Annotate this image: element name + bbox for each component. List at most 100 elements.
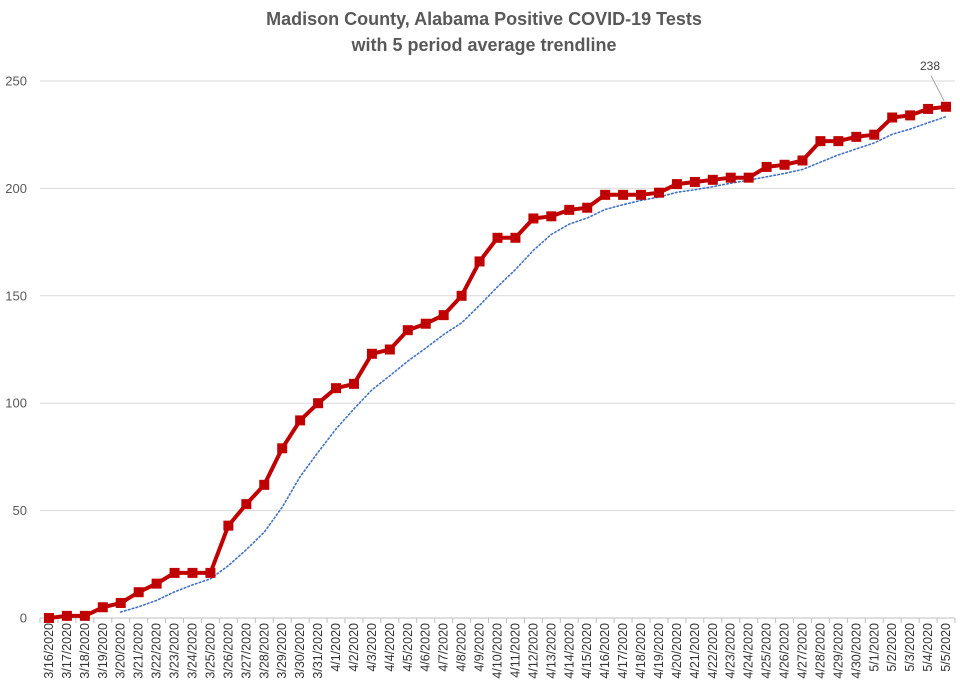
data-point-marker bbox=[97, 602, 108, 613]
data-point-marker bbox=[636, 189, 647, 200]
data-point-marker bbox=[797, 155, 808, 166]
data-point-marker bbox=[133, 587, 144, 598]
x-tick-label: 4/3/2020 bbox=[365, 623, 379, 672]
x-tick-label: 4/5/2020 bbox=[401, 623, 415, 672]
x-tick-label: 3/29/2020 bbox=[275, 623, 289, 679]
data-point-marker bbox=[923, 103, 934, 114]
x-tick-label: 3/20/2020 bbox=[114, 623, 128, 679]
x-tick-label: 4/4/2020 bbox=[383, 623, 397, 672]
x-tick-label: 4/22/2020 bbox=[706, 623, 720, 679]
data-point-marker bbox=[205, 567, 216, 578]
y-tick-label: 250 bbox=[5, 74, 27, 89]
data-point-marker bbox=[815, 136, 826, 147]
x-tick-label: 5/4/2020 bbox=[921, 623, 935, 672]
x-tick-label: 4/24/2020 bbox=[742, 623, 756, 679]
data-point-marker bbox=[546, 211, 557, 222]
x-tick-label: 4/16/2020 bbox=[598, 623, 612, 679]
x-tick-label: 4/23/2020 bbox=[724, 623, 738, 679]
data-point-marker bbox=[510, 232, 521, 243]
y-tick-label: 50 bbox=[13, 503, 27, 518]
data-point-marker bbox=[833, 136, 844, 147]
x-tick-label: 3/18/2020 bbox=[78, 623, 92, 679]
data-point-marker bbox=[241, 499, 252, 510]
x-tick-label: 4/8/2020 bbox=[455, 623, 469, 672]
x-tick-label: 4/1/2020 bbox=[329, 623, 343, 672]
x-tick-label: 3/24/2020 bbox=[186, 623, 200, 679]
y-tick-label: 100 bbox=[5, 396, 27, 411]
x-tick-label: 4/25/2020 bbox=[760, 623, 774, 679]
data-point-marker bbox=[384, 344, 395, 355]
trendline-layer bbox=[119, 115, 947, 613]
x-tick-label: 3/23/2020 bbox=[168, 623, 182, 679]
x-tick-label: 4/12/2020 bbox=[526, 623, 540, 679]
x-tick-label: 4/20/2020 bbox=[670, 623, 684, 679]
data-point-marker bbox=[43, 613, 54, 623]
x-tick-label: 4/14/2020 bbox=[562, 623, 576, 679]
data-point-marker bbox=[564, 204, 575, 215]
data-point-marker bbox=[600, 189, 611, 200]
data-point-marker bbox=[618, 189, 629, 200]
chart-title-line-1: Madison County, Alabama Positive COVID-1… bbox=[266, 9, 702, 29]
x-tick-label: 3/17/2020 bbox=[60, 623, 74, 679]
annotation-layer: 238 bbox=[920, 59, 945, 102]
data-point-marker bbox=[887, 112, 898, 123]
data-point-marker bbox=[366, 348, 377, 359]
x-tick-label: 4/29/2020 bbox=[831, 623, 845, 679]
data-point-marker bbox=[689, 176, 700, 187]
x-tick-label: 4/30/2020 bbox=[849, 623, 863, 679]
data-point-marker bbox=[671, 179, 682, 190]
chart-title-line-2: with 5 period average trendline bbox=[350, 35, 616, 55]
x-tick-label: 4/21/2020 bbox=[688, 623, 702, 679]
x-tick-label: 4/7/2020 bbox=[437, 623, 451, 672]
x-tick-label: 4/26/2020 bbox=[778, 623, 792, 679]
x-tick-label: 3/28/2020 bbox=[257, 623, 271, 679]
data-point-marker bbox=[223, 520, 234, 531]
trendline-5-period-average bbox=[119, 115, 947, 613]
data-point-marker bbox=[761, 161, 772, 172]
x-tick-label: 4/11/2020 bbox=[508, 623, 522, 678]
data-point-marker bbox=[79, 610, 90, 621]
data-point-marker bbox=[492, 232, 503, 243]
data-point-marker bbox=[348, 378, 359, 389]
data-point-marker bbox=[707, 174, 718, 185]
data-point-marker bbox=[474, 256, 485, 267]
data-point-marker bbox=[653, 187, 664, 198]
x-tick-label: 5/1/2020 bbox=[867, 623, 881, 672]
x-tick-label: 4/10/2020 bbox=[491, 623, 505, 679]
x-tick-label: 4/28/2020 bbox=[813, 623, 827, 679]
data-point-marker bbox=[259, 479, 270, 490]
x-tick-label: 4/17/2020 bbox=[616, 623, 630, 679]
x-tick-label: 4/13/2020 bbox=[544, 623, 558, 679]
series-line bbox=[48, 104, 947, 620]
data-point-marker bbox=[456, 290, 467, 301]
y-tick-label: 150 bbox=[5, 288, 27, 303]
data-point-marker bbox=[151, 578, 162, 589]
data-point-marker bbox=[725, 172, 736, 183]
data-point-marker bbox=[779, 159, 790, 170]
x-tick-label: 3/30/2020 bbox=[293, 623, 307, 679]
data-label: 238 bbox=[920, 59, 940, 73]
x-tick-label: 5/3/2020 bbox=[903, 623, 917, 672]
data-point-marker bbox=[313, 398, 324, 409]
data-point-marker bbox=[402, 325, 413, 336]
data-point-marker bbox=[61, 610, 72, 621]
data-point-marker bbox=[438, 310, 449, 321]
x-tick-label: 3/22/2020 bbox=[150, 623, 164, 679]
x-tick-label: 3/31/2020 bbox=[311, 623, 325, 679]
x-tick-label: 4/9/2020 bbox=[473, 623, 487, 672]
x-tick-label: 3/26/2020 bbox=[221, 623, 235, 679]
data-point-marker bbox=[420, 318, 431, 329]
gridlines bbox=[40, 80, 955, 619]
data-point-marker bbox=[851, 131, 862, 142]
data-label-leader-line bbox=[930, 75, 945, 102]
data-point-marker bbox=[115, 597, 126, 608]
data-point-marker bbox=[187, 567, 198, 578]
x-tick-label: 5/2/2020 bbox=[885, 623, 899, 672]
x-tick-label: 3/19/2020 bbox=[96, 623, 110, 679]
data-point-marker bbox=[905, 110, 916, 121]
data-point-marker bbox=[582, 202, 593, 213]
x-tick-label: 3/21/2020 bbox=[132, 623, 146, 679]
x-tick-label: 4/15/2020 bbox=[580, 623, 594, 679]
x-tick-label: 3/25/2020 bbox=[203, 623, 217, 679]
